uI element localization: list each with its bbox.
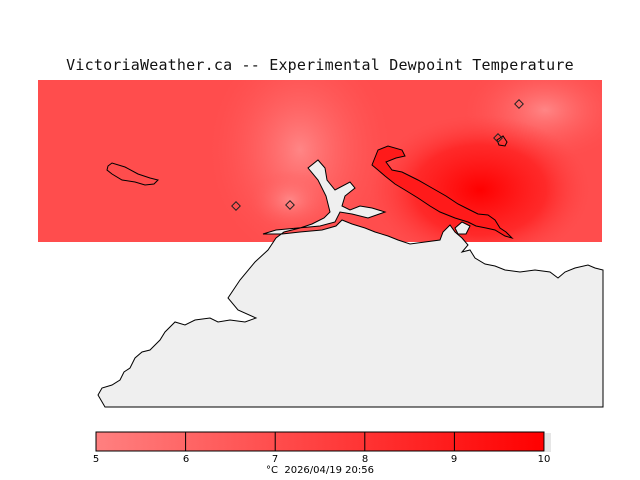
coastline-inlet <box>371 145 514 240</box>
island-west <box>106 162 159 186</box>
islet-south-east <box>454 221 471 235</box>
field-cool-area-center <box>250 170 330 230</box>
colorbar-ticks <box>185 432 455 451</box>
colorbar-shadow <box>545 433 551 452</box>
footer: °C 2026/04/19 20:56 <box>0 465 640 476</box>
station-markers <box>231 99 524 211</box>
unit-label: °C <box>266 465 278 476</box>
colorbar-tick-label: 7 <box>271 454 279 465</box>
station-marker[interactable] <box>514 99 524 109</box>
station-marker[interactable] <box>285 200 295 210</box>
colorbar-tick-label: 9 <box>450 454 458 465</box>
colorbar-tick-label: 8 <box>361 454 369 465</box>
field-hot-area <box>370 115 590 242</box>
station-marker[interactable] <box>231 201 241 211</box>
timestamp: 2026/04/19 20:56 <box>284 465 374 476</box>
colorbar-tick-label: 6 <box>182 454 190 465</box>
land-mass <box>97 159 604 408</box>
colorbar-tick-label: 10 <box>537 454 551 465</box>
station-marker[interactable] <box>493 133 503 143</box>
colorbar-gradient <box>95 431 545 452</box>
islet-east <box>496 135 508 147</box>
map-title: VictoriaWeather.ca -- Experimental Dewpo… <box>66 56 574 74</box>
colorbar-tick-label: 5 <box>92 454 100 465</box>
dewpoint-field <box>38 80 602 242</box>
